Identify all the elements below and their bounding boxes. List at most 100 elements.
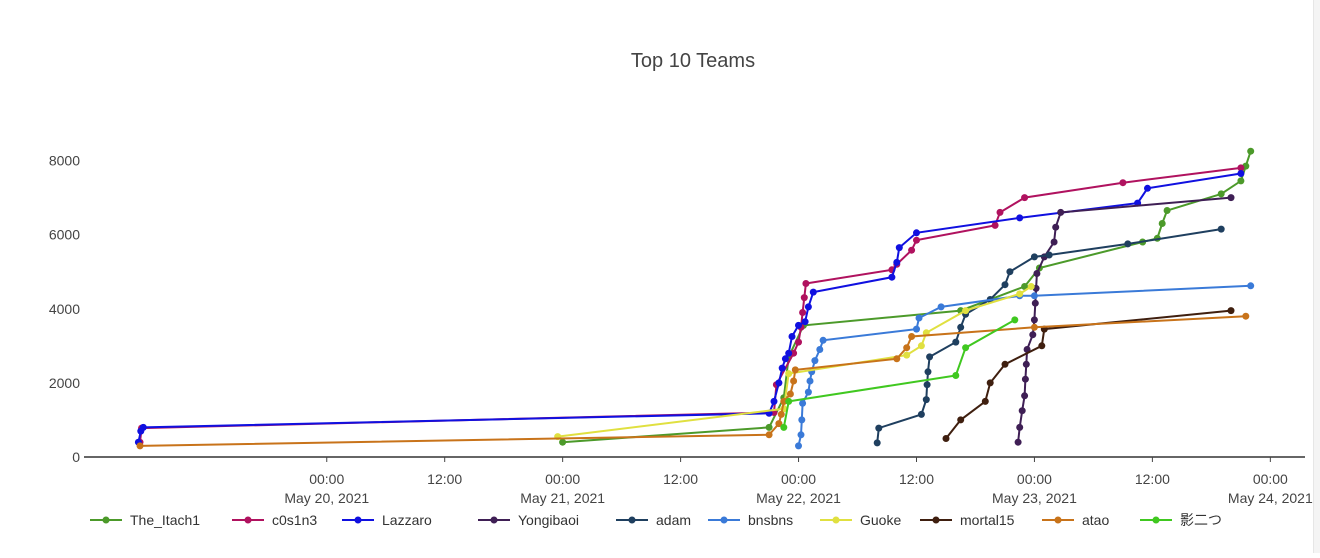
data-point[interactable]: [1045, 251, 1053, 259]
data-point[interactable]: [136, 442, 144, 450]
data-point[interactable]: [957, 416, 965, 424]
legend-item[interactable]: Lazzaro: [342, 512, 432, 528]
legend-item[interactable]: mortal15: [920, 512, 1015, 528]
data-point[interactable]: [952, 338, 960, 346]
data-point[interactable]: [893, 355, 901, 363]
data-point[interactable]: [1163, 207, 1171, 214]
data-point[interactable]: [1217, 225, 1225, 233]
data-point[interactable]: [893, 258, 901, 266]
data-point[interactable]: [775, 379, 783, 387]
data-point[interactable]: [1021, 375, 1029, 383]
legend-item[interactable]: Guoke: [820, 512, 901, 528]
data-point[interactable]: [1001, 360, 1009, 368]
data-point[interactable]: [1158, 220, 1166, 227]
data-point[interactable]: [811, 357, 819, 365]
data-point[interactable]: [785, 349, 793, 357]
data-point[interactable]: [1030, 316, 1038, 324]
data-point[interactable]: [917, 342, 925, 350]
data-point[interactable]: [1021, 392, 1029, 400]
data-point[interactable]: [800, 294, 808, 302]
data-point[interactable]: [1227, 307, 1235, 315]
data-point[interactable]: [926, 353, 934, 361]
data-point[interactable]: [786, 390, 794, 398]
data-point[interactable]: [1016, 214, 1024, 222]
data-point[interactable]: [1242, 312, 1250, 320]
data-point[interactable]: [917, 410, 925, 418]
data-point[interactable]: [765, 423, 773, 431]
data-point[interactable]: [924, 368, 932, 376]
data-point[interactable]: [785, 397, 793, 405]
data-point[interactable]: [1033, 270, 1041, 277]
data-point[interactable]: [1001, 281, 1009, 289]
legend-item[interactable]: bnsbns: [708, 512, 793, 528]
data-point[interactable]: [790, 377, 798, 385]
data-point[interactable]: [804, 303, 812, 311]
data-point[interactable]: [923, 381, 931, 389]
data-point[interactable]: [873, 439, 881, 447]
data-point[interactable]: [788, 333, 796, 340]
data-point[interactable]: [942, 435, 950, 442]
data-point[interactable]: [819, 336, 827, 344]
data-point[interactable]: [780, 423, 788, 431]
data-point[interactable]: [1021, 194, 1029, 202]
legend-item[interactable]: 影二つ: [1140, 512, 1222, 528]
data-point[interactable]: [1124, 240, 1132, 248]
data-point[interactable]: [775, 420, 783, 428]
data-point[interactable]: [913, 236, 920, 244]
data-point[interactable]: [1052, 223, 1060, 231]
data-point[interactable]: [888, 273, 896, 281]
legend-item[interactable]: adam: [616, 512, 691, 528]
series-line[interactable]: [137, 172, 1242, 443]
data-point[interactable]: [781, 355, 789, 363]
data-point[interactable]: [962, 344, 970, 352]
data-point[interactable]: [780, 397, 788, 405]
data-point[interactable]: [962, 307, 970, 315]
data-point[interactable]: [1016, 290, 1024, 298]
data-point[interactable]: [790, 349, 798, 357]
data-point[interactable]: [1011, 316, 1019, 324]
data-point[interactable]: [804, 388, 812, 396]
legend-item[interactable]: Yongibaoi: [478, 512, 579, 528]
data-point[interactable]: [802, 280, 810, 287]
data-point[interactable]: [1119, 179, 1127, 187]
data-point[interactable]: [809, 288, 817, 296]
data-point[interactable]: [1030, 253, 1038, 261]
data-point[interactable]: [1022, 360, 1030, 368]
data-point[interactable]: [1006, 268, 1014, 276]
data-point[interactable]: [778, 364, 786, 372]
data-point[interactable]: [913, 325, 920, 333]
data-point[interactable]: [1227, 194, 1235, 202]
data-point[interactable]: [1018, 407, 1026, 415]
data-point[interactable]: [1237, 177, 1245, 185]
data-point[interactable]: [765, 431, 773, 439]
data-point[interactable]: [1031, 299, 1039, 307]
data-point[interactable]: [559, 438, 567, 446]
data-point[interactable]: [1237, 170, 1245, 177]
data-point[interactable]: [908, 246, 916, 254]
series-line[interactable]: [782, 319, 1016, 428]
series-line[interactable]: [139, 166, 1242, 443]
legend-item[interactable]: atao: [1042, 512, 1109, 528]
data-point[interactable]: [1038, 342, 1046, 350]
data-point[interactable]: [1050, 238, 1058, 246]
data-point[interactable]: [1247, 282, 1255, 290]
data-point[interactable]: [903, 344, 911, 352]
series-line[interactable]: [797, 284, 1251, 447]
series-line[interactable]: [1017, 196, 1232, 443]
data-point[interactable]: [1217, 190, 1225, 198]
data-point[interactable]: [798, 416, 806, 424]
data-point[interactable]: [875, 424, 883, 432]
data-point[interactable]: [1144, 184, 1151, 192]
data-point[interactable]: [991, 221, 999, 229]
data-point[interactable]: [1014, 438, 1022, 446]
data-point[interactable]: [795, 442, 802, 450]
data-point[interactable]: [795, 321, 802, 329]
series-line[interactable]: [139, 315, 1246, 447]
data-point[interactable]: [139, 423, 147, 431]
data-point[interactable]: [895, 244, 903, 252]
data-point[interactable]: [1057, 208, 1065, 216]
data-point[interactable]: [816, 346, 824, 353]
data-point[interactable]: [937, 303, 945, 311]
data-point[interactable]: [996, 208, 1004, 216]
legend-item[interactable]: The_Itach1: [90, 512, 200, 528]
